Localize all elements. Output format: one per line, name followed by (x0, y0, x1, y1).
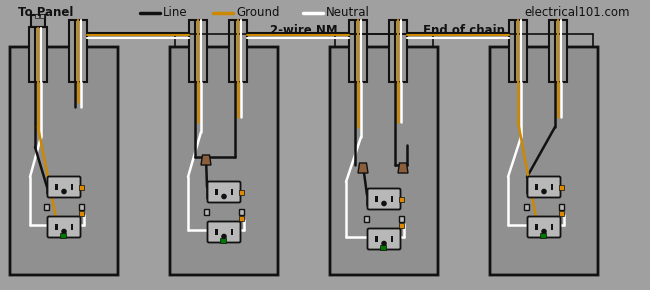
Bar (399, 223, 404, 228)
Text: To Panel: To Panel (18, 6, 73, 19)
Bar (559, 185, 564, 190)
Text: electrical101.com: electrical101.com (524, 6, 629, 19)
Text: End of chain: End of chain (423, 23, 505, 37)
Bar (70, 224, 73, 230)
Bar (389, 20, 407, 82)
Bar (535, 224, 538, 230)
FancyBboxPatch shape (490, 47, 598, 275)
Bar (60, 233, 66, 238)
FancyBboxPatch shape (330, 47, 438, 275)
Bar (559, 211, 564, 216)
Bar (380, 245, 386, 250)
FancyBboxPatch shape (10, 47, 118, 275)
Polygon shape (201, 155, 211, 165)
Bar (524, 204, 529, 210)
FancyBboxPatch shape (47, 177, 81, 197)
Bar (189, 20, 207, 82)
Bar (204, 209, 209, 215)
Bar (364, 216, 369, 222)
Bar (44, 204, 49, 210)
Circle shape (381, 241, 387, 246)
Bar (55, 184, 57, 190)
Polygon shape (358, 163, 368, 173)
Polygon shape (398, 163, 408, 173)
FancyBboxPatch shape (170, 47, 278, 275)
Bar (239, 216, 244, 221)
Bar (31, 15, 45, 27)
Circle shape (381, 201, 387, 206)
Bar (229, 20, 247, 82)
Bar (375, 196, 378, 202)
FancyBboxPatch shape (47, 217, 81, 238)
Bar (40, 14, 44, 18)
FancyBboxPatch shape (367, 229, 400, 249)
Circle shape (61, 189, 67, 194)
Bar (559, 204, 564, 210)
Bar (69, 20, 87, 82)
Bar (79, 185, 84, 190)
Bar (79, 211, 84, 216)
Bar (349, 20, 367, 82)
Bar (239, 209, 244, 215)
FancyBboxPatch shape (367, 188, 400, 209)
Bar (79, 204, 84, 210)
Bar (231, 229, 233, 235)
Bar (509, 20, 527, 82)
FancyBboxPatch shape (207, 182, 240, 202)
Circle shape (221, 194, 227, 199)
Text: Ground: Ground (236, 6, 280, 19)
Bar (35, 14, 39, 18)
Circle shape (61, 229, 67, 234)
FancyBboxPatch shape (528, 217, 560, 238)
Bar (535, 184, 538, 190)
Bar (55, 224, 57, 230)
Text: Line: Line (163, 6, 188, 19)
Bar (391, 236, 393, 242)
Text: 2-wire NM: 2-wire NM (270, 23, 338, 37)
Circle shape (541, 189, 547, 194)
Bar (551, 224, 553, 230)
Bar (551, 184, 553, 190)
Bar (239, 190, 244, 195)
Bar (399, 197, 404, 202)
Bar (215, 229, 218, 235)
Bar (215, 189, 218, 195)
FancyBboxPatch shape (528, 177, 560, 197)
Circle shape (221, 234, 227, 239)
Bar (540, 233, 546, 238)
FancyBboxPatch shape (207, 222, 240, 242)
Circle shape (541, 229, 547, 234)
Bar (231, 189, 233, 195)
Bar (70, 184, 73, 190)
Text: Neutral: Neutral (326, 6, 370, 19)
Bar (220, 238, 226, 243)
Bar (29, 27, 47, 82)
Bar (375, 236, 378, 242)
Bar (399, 216, 404, 222)
Bar (391, 196, 393, 202)
Bar (549, 20, 567, 82)
